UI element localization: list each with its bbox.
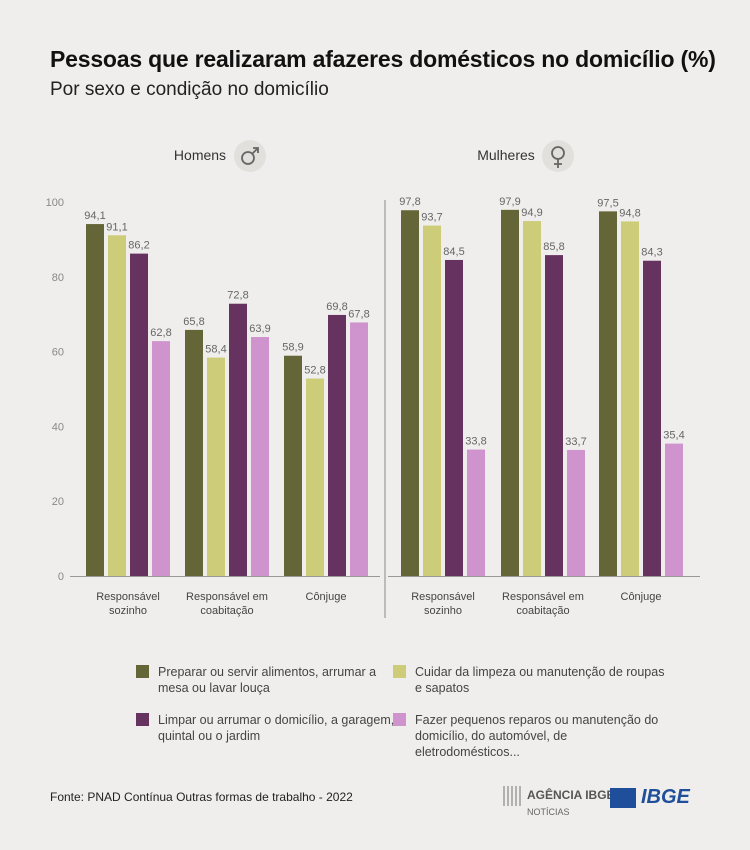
bar xyxy=(251,337,269,576)
bar-value-label: 69,8 xyxy=(326,301,347,313)
bar-value-label: 97,5 xyxy=(597,197,618,209)
x-category-label: Responsável em coabitação xyxy=(186,591,268,617)
source-note: Fonte: PNAD Contínua Outras formas de tr… xyxy=(50,790,353,804)
bar xyxy=(207,357,225,576)
bar-value-label: 58,9 xyxy=(282,342,303,354)
bar-value-label: 91,1 xyxy=(106,221,127,233)
bar xyxy=(108,235,126,576)
x-category-label: Cônjuge xyxy=(306,591,347,603)
bar xyxy=(501,209,519,576)
legend-item-1: Preparar ou servir alimentos, arrumar a … xyxy=(136,664,408,696)
legend-swatch-4 xyxy=(393,713,406,726)
bar xyxy=(423,225,441,576)
y-tick-label: 100 xyxy=(46,197,64,209)
bar xyxy=(599,211,617,576)
bar-value-label: 84,3 xyxy=(641,247,662,259)
legend-label-1: Preparar ou servir alimentos, arrumar a … xyxy=(158,665,377,695)
x-category-label: Responsável sozinho xyxy=(96,591,160,617)
bar xyxy=(152,341,170,576)
bar xyxy=(130,253,148,576)
bar-value-label: 97,8 xyxy=(399,196,420,208)
female-symbol-icon xyxy=(542,140,574,172)
bar-value-label: 52,8 xyxy=(304,365,325,377)
legend-label-3: Limpar ou arrumar o domicílio, a garagem… xyxy=(158,713,405,743)
bar-value-label: 62,8 xyxy=(150,327,171,339)
bar-value-label: 63,9 xyxy=(249,323,270,335)
bar xyxy=(86,224,104,577)
y-tick-label: 40 xyxy=(52,421,64,433)
legend-swatch-2 xyxy=(393,665,406,678)
legend-item-3: Limpar ou arrumar o domicílio, a garagem… xyxy=(136,712,408,744)
bar-value-label: 58,4 xyxy=(205,344,226,356)
bar-value-label: 85,8 xyxy=(543,241,564,253)
bar xyxy=(523,221,541,576)
bar-value-label: 93,7 xyxy=(421,212,442,224)
bar-value-label: 33,7 xyxy=(565,436,586,448)
bar xyxy=(306,378,324,576)
legend-label-4: Fazer pequenos reparos ou manutenção do … xyxy=(415,713,659,759)
bar-value-label: 94,8 xyxy=(619,207,640,219)
x-category-label: Responsável em coabitação xyxy=(502,591,584,617)
agencia-grid-icon xyxy=(503,786,523,806)
bar-value-label: 65,8 xyxy=(183,316,204,328)
bar xyxy=(567,449,585,576)
bar xyxy=(284,355,302,576)
bar xyxy=(350,322,368,576)
agencia-logo-text: AGÊNCIA IBGE xyxy=(527,788,615,803)
y-tick-label: 60 xyxy=(52,347,64,359)
male-symbol-ring xyxy=(241,151,255,165)
y-tick-label: 80 xyxy=(52,272,64,284)
bar xyxy=(185,329,203,576)
x-category-label: Responsável sozinho xyxy=(411,591,475,617)
legend-item-2: Cuidar da limpeza ou manutenção de roupa… xyxy=(393,664,665,696)
panel-title: Homens xyxy=(174,147,226,163)
legend-item-4: Fazer pequenos reparos ou manutenção do … xyxy=(393,712,665,760)
y-tick-label: 20 xyxy=(52,496,64,508)
bar xyxy=(401,210,419,576)
x-category-label: Cônjuge xyxy=(621,591,662,603)
legend-label-2: Cuidar da limpeza ou manutenção de roupa… xyxy=(415,665,665,695)
chart-title: Pessoas que realizaram afazeres doméstic… xyxy=(50,46,716,72)
male-symbol-arrow xyxy=(251,147,259,155)
bar-chart: 0 20 40 60 80 100 Homens 94,191,186,2 62,8 Respon… xyxy=(46,140,700,618)
chart-subtitle: Por sexo e condição no domicílio xyxy=(50,79,329,100)
bar-value-label: 72,8 xyxy=(227,290,248,302)
bar xyxy=(328,314,346,576)
bar xyxy=(467,449,485,576)
bar-value-label: 94,1 xyxy=(84,210,105,222)
bar-value-label: 97,9 xyxy=(499,196,520,208)
legend-swatch-3 xyxy=(136,713,149,726)
ibge-logo-text: IBGE xyxy=(641,786,690,808)
agencia-logo-sub: NOTÍCIAS xyxy=(527,807,570,817)
panel-title: Mulheres xyxy=(477,147,535,163)
bar xyxy=(665,443,683,576)
bar xyxy=(621,221,639,576)
bar-value-label: 67,8 xyxy=(348,308,369,320)
bar xyxy=(643,260,661,576)
male-symbol-icon xyxy=(234,140,266,172)
bar-value-label: 84,5 xyxy=(443,246,464,258)
bar xyxy=(545,255,563,576)
bar-value-label: 94,9 xyxy=(521,207,542,219)
bar-value-label: 33,8 xyxy=(465,436,486,448)
bar-value-label: 86,2 xyxy=(128,240,149,252)
ibge-logo-mark-icon xyxy=(610,787,636,808)
female-symbol-cross xyxy=(554,159,562,168)
agencia-ibge-logo: AGÊNCIA IBGE NOTÍCIAS xyxy=(503,786,615,818)
y-tick-label: 0 xyxy=(58,571,64,583)
ibge-logo: IBGE xyxy=(610,786,690,809)
bar-value-label: 35,4 xyxy=(663,430,684,442)
bar xyxy=(229,303,247,576)
bar xyxy=(445,259,463,576)
legend-swatch-1 xyxy=(136,665,149,678)
